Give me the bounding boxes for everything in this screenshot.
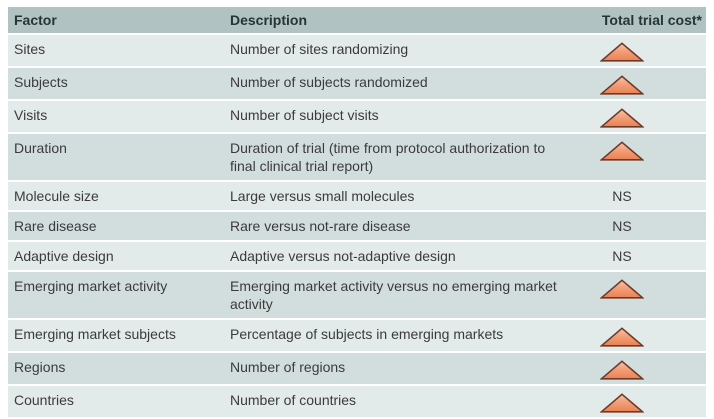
factor-cell: Duration [14,140,67,156]
factor-cell: Regions [14,359,66,375]
description-cell: Large versus small molecules [230,188,415,204]
up-triangle-icon [600,279,644,299]
factor-cell: Rare disease [14,218,97,234]
up-triangle-icon [600,42,644,62]
table-row: Emerging market activity Emerging market… [8,272,706,318]
up-triangle-icon [600,393,644,413]
up-triangle-icon [600,360,644,380]
table-row: Sites Number of sites randomizing [8,35,706,66]
trial-cost-factors-table: Factor Description Total trial cost* Sit… [8,7,706,419]
factor-cell: Emerging market subjects [14,326,176,342]
description-cell: Number of subject visits [230,107,379,123]
description-cell: Rare versus not-rare disease [230,218,411,234]
factor-cell: Visits [14,107,48,123]
factor-cell: Adaptive design [14,248,114,264]
table-row: Visits Number of subject visits [8,101,706,132]
factor-cell: Sites [14,41,46,57]
table-row: Emerging market subjects Percentage of s… [8,320,706,351]
cost-cell [568,35,706,66]
factor-cell: Emerging market activity [14,278,168,294]
description-cell: Number of regions [230,359,346,375]
factor-cell: Countries [14,392,74,408]
cost-cell [568,134,706,165]
table-row: Duration Duration of trial (time from pr… [8,134,706,180]
cost-cell [568,386,706,417]
table-row: Adaptive design Adaptive versus not-adap… [8,242,706,270]
factor-cell: Subjects [14,74,68,90]
up-triangle-icon [600,75,644,95]
cost-cell [568,68,706,99]
cost-cell [568,353,706,384]
table-body: Sites Number of sites randomizing Subjec… [8,35,706,417]
description-cell: Duration of trial (time from protocol au… [230,140,546,174]
description-cell: Percentage of subjects in emerging marke… [230,326,504,342]
table-row: Countries Number of countries [8,386,706,417]
cost-cell [568,272,706,303]
column-header-total-trial-cost: Total trial cost* [601,12,702,28]
table-row: Subjects Number of subjects randomized [8,68,706,99]
table-header-row: Factor Description Total trial cost* [8,7,706,33]
description-cell: Emerging market activity versus no emerg… [230,278,557,312]
description-cell: Adaptive versus not-adaptive design [230,248,456,264]
description-cell: Number of countries [230,392,357,408]
column-header-factor: Factor [14,12,57,28]
column-header-description: Description [230,12,308,28]
cost-cell-ns: NS [612,188,632,204]
table-row: Rare disease Rare versus not-rare diseas… [8,212,706,240]
table-row: Regions Number of regions [8,353,706,384]
cost-cell-ns: NS [612,248,632,264]
up-triangle-icon [600,141,644,161]
up-triangle-icon [600,108,644,128]
table-row: Molecule size Large versus small molecul… [8,182,706,210]
description-cell: Number of sites randomizing [230,41,409,57]
cost-cell [568,101,706,132]
up-triangle-icon [600,327,644,347]
cost-cell-ns: NS [612,218,632,234]
description-cell: Number of subjects randomized [230,74,428,90]
factor-cell: Molecule size [14,188,99,204]
cost-cell [568,320,706,351]
